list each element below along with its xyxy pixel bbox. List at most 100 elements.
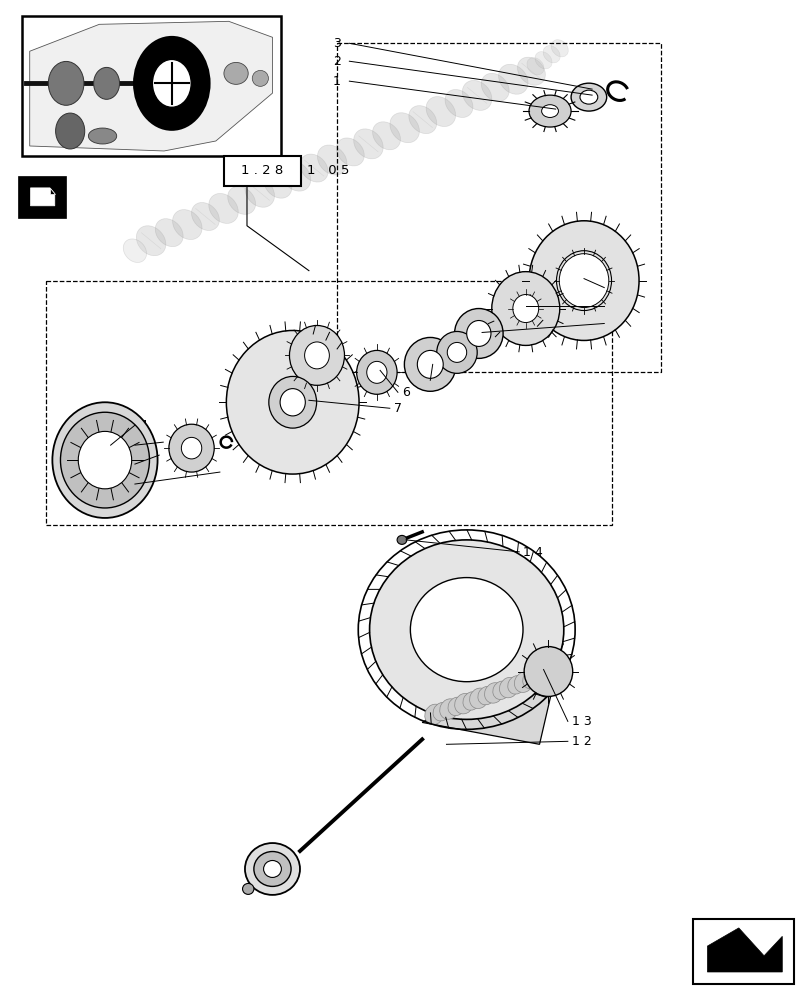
Text: 1 3: 1 3 bbox=[571, 715, 591, 728]
Ellipse shape bbox=[517, 57, 545, 85]
Circle shape bbox=[152, 59, 191, 107]
Ellipse shape bbox=[484, 683, 503, 703]
Ellipse shape bbox=[317, 145, 346, 175]
Text: 1 1: 1 1 bbox=[607, 281, 627, 294]
Bar bbox=[224, 156, 300, 186]
Ellipse shape bbox=[528, 95, 570, 127]
Ellipse shape bbox=[227, 186, 255, 214]
Ellipse shape bbox=[280, 389, 305, 416]
Ellipse shape bbox=[169, 424, 214, 472]
Ellipse shape bbox=[541, 105, 558, 117]
Ellipse shape bbox=[264, 170, 291, 198]
Text: 8: 8 bbox=[434, 374, 442, 387]
Ellipse shape bbox=[507, 676, 525, 694]
Text: 1 4: 1 4 bbox=[523, 546, 543, 559]
Ellipse shape bbox=[252, 70, 268, 86]
Ellipse shape bbox=[426, 97, 455, 127]
Ellipse shape bbox=[208, 193, 238, 223]
Text: 1: 1 bbox=[333, 75, 341, 88]
Ellipse shape bbox=[245, 843, 299, 895]
Ellipse shape bbox=[499, 677, 518, 698]
Ellipse shape bbox=[432, 702, 450, 721]
Ellipse shape bbox=[440, 699, 458, 719]
Ellipse shape bbox=[264, 860, 281, 877]
Ellipse shape bbox=[224, 62, 248, 84]
Ellipse shape bbox=[444, 89, 472, 117]
Bar bbox=[22, 16, 281, 156]
Ellipse shape bbox=[526, 58, 543, 75]
Ellipse shape bbox=[454, 309, 503, 358]
Ellipse shape bbox=[173, 210, 202, 240]
Ellipse shape bbox=[570, 83, 606, 111]
Ellipse shape bbox=[372, 122, 400, 150]
Ellipse shape bbox=[454, 693, 473, 714]
Polygon shape bbox=[422, 660, 555, 744]
Ellipse shape bbox=[424, 704, 444, 725]
Ellipse shape bbox=[136, 226, 165, 256]
Ellipse shape bbox=[559, 254, 608, 308]
Ellipse shape bbox=[408, 106, 436, 134]
Ellipse shape bbox=[181, 437, 201, 459]
Polygon shape bbox=[30, 21, 272, 151]
Polygon shape bbox=[50, 188, 54, 194]
Ellipse shape bbox=[78, 431, 131, 489]
Ellipse shape bbox=[369, 540, 563, 719]
Ellipse shape bbox=[543, 46, 560, 63]
Bar bbox=[693, 919, 793, 984]
Ellipse shape bbox=[123, 239, 146, 262]
Ellipse shape bbox=[367, 361, 387, 383]
Ellipse shape bbox=[254, 852, 290, 886]
Ellipse shape bbox=[534, 52, 551, 69]
Ellipse shape bbox=[498, 64, 527, 94]
Ellipse shape bbox=[551, 40, 568, 57]
Ellipse shape bbox=[304, 342, 329, 369]
Ellipse shape bbox=[492, 681, 509, 699]
Text: 7: 7 bbox=[393, 402, 401, 415]
Text: 1 . 2 8: 1 . 2 8 bbox=[241, 164, 283, 177]
Ellipse shape bbox=[524, 647, 572, 696]
Ellipse shape bbox=[514, 672, 533, 692]
Circle shape bbox=[135, 37, 209, 129]
Text: 9: 9 bbox=[607, 317, 616, 330]
Circle shape bbox=[49, 61, 84, 105]
Ellipse shape bbox=[155, 219, 183, 247]
Ellipse shape bbox=[528, 221, 638, 340]
Ellipse shape bbox=[461, 80, 491, 110]
FancyBboxPatch shape bbox=[18, 176, 66, 218]
Ellipse shape bbox=[478, 686, 495, 705]
Ellipse shape bbox=[481, 73, 508, 101]
Text: 1 5: 1 5 bbox=[139, 458, 159, 471]
Text: 5: 5 bbox=[139, 439, 147, 452]
Ellipse shape bbox=[491, 272, 559, 345]
Ellipse shape bbox=[191, 203, 219, 230]
Text: 4: 4 bbox=[139, 419, 147, 432]
Ellipse shape bbox=[579, 90, 597, 104]
Ellipse shape bbox=[289, 325, 344, 385]
Ellipse shape bbox=[448, 697, 465, 716]
Polygon shape bbox=[706, 928, 781, 972]
Text: 6: 6 bbox=[401, 386, 410, 399]
Text: 2: 2 bbox=[333, 55, 341, 68]
Ellipse shape bbox=[447, 342, 466, 362]
Ellipse shape bbox=[268, 376, 316, 428]
Ellipse shape bbox=[417, 350, 443, 378]
Ellipse shape bbox=[389, 113, 418, 143]
Ellipse shape bbox=[513, 295, 538, 323]
Ellipse shape bbox=[356, 350, 397, 394]
Ellipse shape bbox=[88, 128, 117, 144]
Ellipse shape bbox=[52, 402, 157, 518]
Text: 3: 3 bbox=[333, 37, 341, 50]
Ellipse shape bbox=[300, 154, 328, 182]
Ellipse shape bbox=[469, 688, 488, 709]
Ellipse shape bbox=[410, 578, 522, 682]
Ellipse shape bbox=[397, 535, 406, 544]
Ellipse shape bbox=[245, 177, 274, 207]
Text: 1 2: 1 2 bbox=[571, 735, 591, 748]
Circle shape bbox=[55, 113, 84, 149]
Ellipse shape bbox=[462, 692, 480, 710]
Circle shape bbox=[93, 67, 119, 99]
Text: 1 0: 1 0 bbox=[607, 299, 628, 312]
Ellipse shape bbox=[60, 412, 149, 508]
Ellipse shape bbox=[436, 331, 477, 373]
Ellipse shape bbox=[522, 670, 539, 689]
